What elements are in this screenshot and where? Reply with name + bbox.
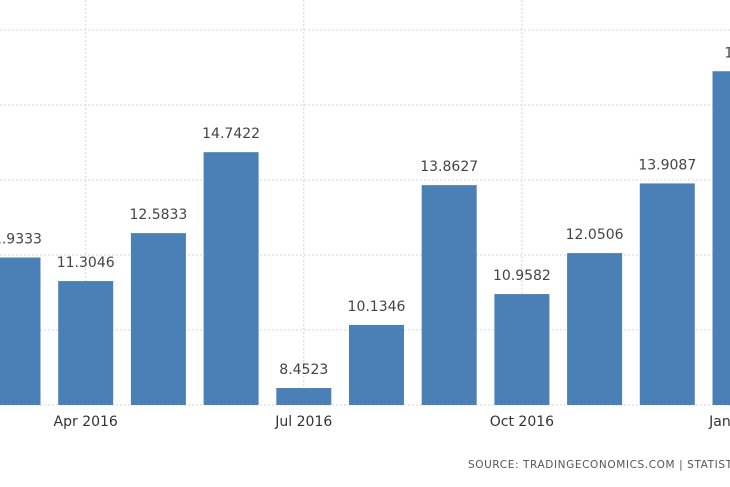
- bar: [349, 324, 404, 405]
- x-tick-label: Jan 2017: [708, 414, 730, 430]
- bar: [0, 257, 41, 405]
- value-label: 16.9: [724, 45, 730, 61]
- bar: [421, 185, 477, 405]
- bar: [567, 253, 623, 405]
- value-label: 11.9333: [0, 232, 42, 248]
- value-label: 8.4523: [279, 362, 328, 378]
- value-label: 13.9087: [638, 157, 696, 173]
- x-tick-label: Oct 2016: [490, 414, 554, 430]
- value-label: 13.8627: [420, 159, 478, 175]
- x-tick-label: Jul 2016: [274, 414, 332, 430]
- value-label: 10.9582: [493, 268, 551, 284]
- value-label: 12.0506: [566, 227, 624, 243]
- source: SOURCE: TRADINGECONOMICS.COM | STATISTIC…: [468, 459, 730, 471]
- x-tick-label: Apr 2016: [54, 414, 118, 430]
- value-label: 10.1346: [348, 299, 406, 315]
- bar: [58, 281, 114, 405]
- bar: [276, 388, 332, 405]
- bar: [494, 294, 550, 405]
- bar: [639, 183, 695, 405]
- bar: [130, 233, 186, 405]
- value-label: 14.7422: [202, 126, 260, 142]
- value-label: 11.3046: [57, 255, 115, 271]
- bar: [712, 71, 730, 405]
- bar: [203, 152, 259, 405]
- value-label: 12.5833: [129, 207, 187, 223]
